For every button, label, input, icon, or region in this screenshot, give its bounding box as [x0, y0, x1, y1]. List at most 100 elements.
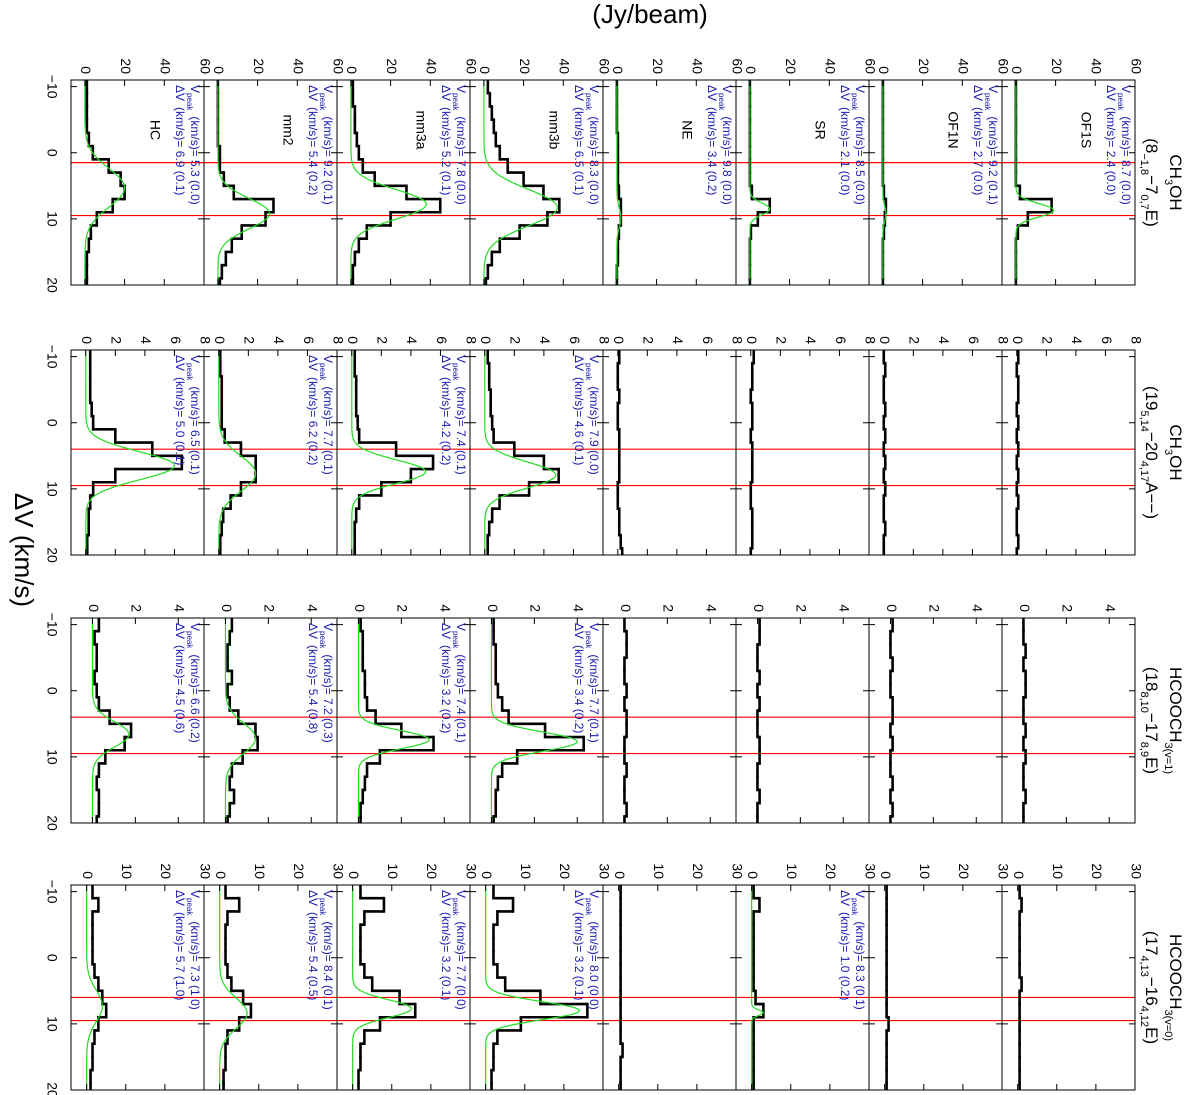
dv-symbol: ΔV — [173, 355, 187, 371]
y-tick-label: 2 — [129, 604, 145, 612]
fit-curve — [882, 80, 887, 285]
unit: (km/s) — [986, 116, 1000, 149]
unit: (km/s) — [853, 921, 867, 954]
x-tick-label: 10 — [44, 749, 60, 765]
dv-value: = 2.7 (0.0) — [971, 140, 985, 195]
dv-symbol: ΔV — [838, 890, 852, 906]
y-tick-label: 6 — [168, 336, 184, 344]
dv-annotation: ΔV (km/s)= 3.4 (0.2) — [572, 623, 586, 733]
y-tick-label: 4 — [305, 604, 321, 612]
y-tick-label: 10 — [518, 863, 534, 879]
panel-plot — [71, 618, 204, 823]
dv-value: = 4.6 (0.1) — [572, 410, 586, 465]
y-tick-label: 0 — [1009, 66, 1025, 74]
vpeak-symbol: V — [853, 890, 867, 898]
y-tick-label: 40 — [956, 58, 972, 74]
vpeak-value: = 9.8 (0.0) — [720, 150, 734, 205]
y-tick-label: 60 — [463, 58, 479, 74]
vpeak-sub: peak — [584, 363, 593, 381]
fit-curve — [86, 885, 103, 1090]
unit: (km/s) — [853, 116, 867, 149]
spectrum-riser — [1019, 896, 1022, 993]
unit: (km/s) — [173, 645, 187, 678]
unit: (km/s) — [705, 107, 719, 140]
y-tick-label: 8 — [1128, 336, 1144, 344]
unit: (km/s) — [188, 654, 202, 687]
x-tick-label: 20 — [44, 547, 60, 563]
y-tick-label: 30 — [729, 863, 745, 879]
x-tick-label: 20 — [44, 277, 60, 293]
panel-frame — [70, 617, 205, 824]
unit: (km/s) — [306, 107, 320, 140]
panel-plot — [603, 885, 736, 1090]
title-part: E) — [1142, 1027, 1161, 1044]
y-tick-label: 30 — [463, 863, 479, 879]
y-tick-label: 6 — [966, 336, 982, 344]
y-tick-label: 30 — [995, 863, 1011, 879]
dv-annotation: ΔV (km/s)= 2.1 (0.0) — [838, 85, 852, 195]
title-part: E) — [1142, 757, 1161, 774]
dv-value: = 3.4 (0.2) — [572, 678, 586, 733]
title-part: A−−) — [1142, 482, 1161, 519]
y-tick-label: 2 — [907, 336, 923, 344]
panel-plot — [470, 618, 603, 823]
dv-annotation: ΔV (km/s)= 2.7 (0.0) — [971, 85, 985, 195]
dv-annotation: ΔV (km/s)= 1.0 (0.2) — [838, 890, 852, 1000]
fit-curve — [350, 80, 427, 285]
x-tick-label: 10 — [44, 211, 60, 227]
unit: (km/s) — [720, 116, 734, 149]
y-tick-label: 8 — [862, 336, 878, 344]
vpeak-symbol: V — [188, 85, 202, 93]
spectrum-riser — [890, 629, 893, 818]
column-title: HCOOCH3(v=1) — [1162, 667, 1184, 774]
vpeak-sub: peak — [185, 363, 194, 381]
title-part: CH — [1166, 424, 1185, 449]
vpeak-value: = 9.2 (0.1) — [321, 150, 335, 205]
y-tick-label: 4 — [271, 336, 287, 344]
vpeak-symbol: V — [587, 355, 601, 363]
x-tick-label: 20 — [44, 815, 60, 831]
title-part: OH — [1166, 185, 1185, 211]
y-tick-label: 0 — [479, 871, 495, 879]
y-tick-label: 2 — [641, 336, 657, 344]
x-tick-label: −10 — [44, 75, 60, 99]
dv-symbol: ΔV — [971, 85, 985, 101]
vpeak-symbol: V — [1119, 85, 1133, 93]
y-tick-label: 60 — [1128, 58, 1144, 74]
title-part: OH — [1166, 455, 1185, 481]
dv-annotation: ΔV (km/s)= 5.2 (0.1) — [439, 85, 453, 195]
unit: (km/s) — [439, 107, 453, 140]
y-tick-label: 4 — [571, 604, 587, 612]
fit-curve — [616, 80, 622, 285]
panel-plot — [71, 80, 204, 285]
vpeak-value: = 8.4 (0.1) — [321, 955, 335, 1010]
y-tick-label: 4 — [404, 336, 420, 344]
dv-symbol: ΔV — [173, 890, 187, 906]
dv-symbol: ΔV — [572, 355, 586, 371]
title-part: −17 — [1142, 713, 1161, 742]
dv-value: = 2.4 (0.0) — [1104, 140, 1118, 195]
vpeak-sub: peak — [850, 898, 859, 916]
vpeak-sub: peak — [451, 631, 460, 649]
dv-annotation: ΔV (km/s)= 5.7 (1.0) — [173, 890, 187, 1000]
y-tick-label: 20 — [384, 58, 400, 74]
panel-plot — [1002, 350, 1135, 555]
y-tick-label: 2 — [661, 604, 677, 612]
y-tick-label: 0 — [346, 871, 362, 879]
fit-curve — [483, 80, 558, 285]
vpeak-annotation: Vpeak (km/s)= 8.5 (0.0) — [850, 85, 866, 205]
vpeak-sub: peak — [451, 93, 460, 111]
y-tick-label: 6 — [567, 336, 583, 344]
panel-plot — [470, 885, 603, 1090]
fit-curve — [85, 350, 176, 555]
y-tick-label: 4 — [138, 336, 154, 344]
y-tick-label: 8 — [463, 336, 479, 344]
y-tick-label: 0 — [211, 66, 227, 74]
y-tick-label: 40 — [690, 58, 706, 74]
y-tick-label: 8 — [995, 336, 1011, 344]
y-tick-label: 0 — [1017, 604, 1033, 612]
